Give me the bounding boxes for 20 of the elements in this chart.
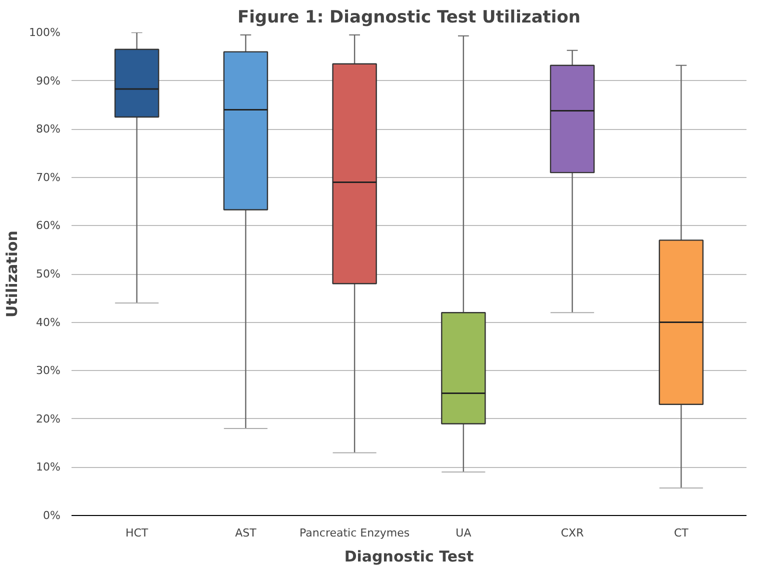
y-tick-label: 40%: [36, 316, 61, 329]
y-tick-label: 0%: [43, 509, 60, 522]
x-tick-label: Pancreatic Enzymes: [300, 526, 410, 540]
x-tick-label: CXR: [560, 526, 584, 540]
y-tick-label: 70%: [36, 170, 61, 184]
x-tick-label: CT: [674, 526, 689, 540]
y-tick-label: 50%: [36, 268, 61, 280]
y-tick-label: 30%: [36, 364, 61, 378]
chart-title: Figure 1: Diagnostic Test Utilization: [237, 8, 581, 28]
y-tick-label: 10%: [36, 460, 61, 474]
y-tick-label: 90%: [36, 74, 61, 88]
x-axis-title: Diagnostic Test: [344, 548, 474, 566]
y-tick-label: 100%: [29, 26, 61, 39]
y-tick-label: 60%: [36, 219, 61, 232]
y-tick-label: 20%: [36, 412, 61, 426]
x-tick-label: HCT: [125, 526, 148, 540]
x-tick-label: AST: [235, 526, 257, 540]
y-tick-label: 80%: [36, 122, 61, 136]
y-axis-title: Utilization: [3, 230, 22, 318]
x-tick-label: UA: [456, 526, 472, 540]
